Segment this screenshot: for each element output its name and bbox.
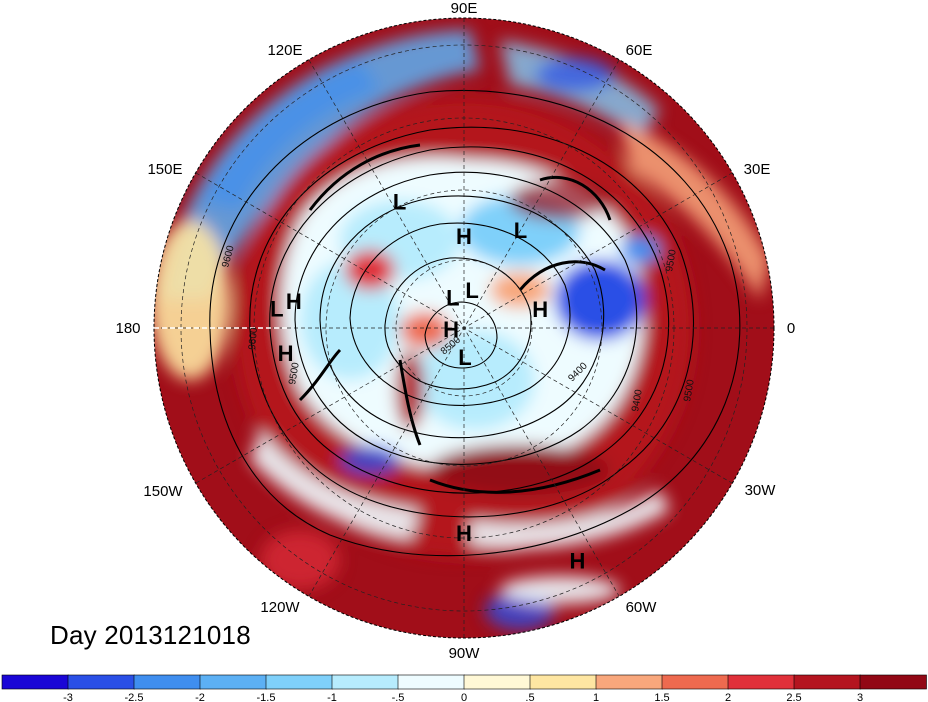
colorbar-tick-label: 1.5 — [654, 692, 669, 702]
low-pressure-marker: L — [270, 296, 283, 321]
colorbar: -3 -2.5 -2 -1.5 -1 -.5 0 .5 1 1.5 2 2.5 3 — [1, 674, 927, 702]
colorbar-swatch — [661, 674, 729, 690]
colorbar-swatch — [199, 674, 267, 690]
contour-label: 9600 — [247, 327, 260, 351]
colorbar-swatch — [133, 674, 201, 690]
date-caption: Day 2013121018 — [50, 620, 251, 650]
colorbar-swatch — [595, 674, 663, 690]
colorbar-swatch — [793, 674, 861, 690]
low-pressure-marker: L — [458, 345, 471, 370]
lon-label-60e: 60E — [626, 42, 653, 59]
jet-contours — [298, 143, 612, 494]
low-pressure-marker: L — [393, 190, 406, 215]
lon-label-0: 0 — [787, 320, 795, 337]
colorbar-tick-label: 0 — [461, 692, 467, 702]
colorbar-tick-label: -.5 — [392, 692, 405, 702]
colorbar-swatch — [265, 674, 333, 690]
colorbar-swatch — [1, 674, 69, 690]
lon-label-180: 180 — [115, 320, 140, 337]
high-pressure-marker: H — [456, 224, 472, 249]
high-pressure-marker: H — [569, 549, 585, 574]
colorbar-tick-label: -3 — [63, 692, 73, 702]
lon-label-60w: 60W — [626, 599, 658, 616]
colorbar-swatch — [463, 674, 531, 690]
contour-label: 9400 — [630, 388, 645, 412]
low-pressure-marker: L — [514, 218, 527, 243]
colorbar-tick-label: -1 — [327, 692, 337, 702]
longitude-labels: 90E 60E 30E 0 30W 60W 90W 120W 150W 180 … — [115, 0, 795, 662]
high-pressure-marker: H — [532, 297, 548, 322]
colorbar-tick-label: 2 — [725, 692, 731, 702]
colorbar-tick-label: 1 — [593, 692, 599, 702]
colorbar-tick-label: .5 — [525, 692, 534, 702]
colorbar-swatch — [859, 674, 927, 690]
low-pressure-marker: L — [465, 278, 478, 303]
high-pressure-marker: H — [443, 317, 459, 342]
lon-label-120w: 120W — [260, 599, 300, 616]
colorbar-swatch — [331, 674, 399, 690]
anomaly-field — [154, 18, 774, 638]
map-boundary — [153, 17, 775, 639]
height-contours — [209, 89, 741, 557]
contour-label: 9500 — [287, 361, 302, 385]
lon-label-150w: 150W — [143, 483, 183, 500]
contour-label: 9500 — [664, 248, 679, 272]
high-pressure-marker: H — [286, 289, 302, 314]
lon-label-90e: 90E — [451, 0, 478, 17]
colorbar-tick-label: 3 — [857, 692, 863, 702]
lon-label-90w: 90W — [449, 645, 481, 662]
lon-label-150e: 150E — [147, 161, 182, 178]
lon-label-30e: 30E — [744, 161, 771, 178]
lon-label-30w: 30W — [745, 482, 777, 499]
colorbar-tick-label: -2 — [195, 692, 205, 702]
colorbar-swatch — [529, 674, 597, 690]
colorbar-swatch — [397, 674, 465, 690]
contour-label: 9500 — [682, 378, 697, 402]
graticule — [154, 18, 774, 638]
colorbar-tick-label: 2.5 — [786, 692, 801, 702]
colorbar-swatch — [67, 674, 135, 690]
low-pressure-marker: L — [446, 286, 459, 311]
high-pressure-marker: H — [278, 341, 294, 366]
colorbar-swatch — [727, 674, 795, 690]
colorbar-tick-label: -2.5 — [125, 692, 144, 702]
colorbar-tick-label: -1.5 — [257, 692, 276, 702]
high-pressure-marker: H — [456, 521, 472, 546]
lon-label-120e: 120E — [267, 42, 302, 59]
